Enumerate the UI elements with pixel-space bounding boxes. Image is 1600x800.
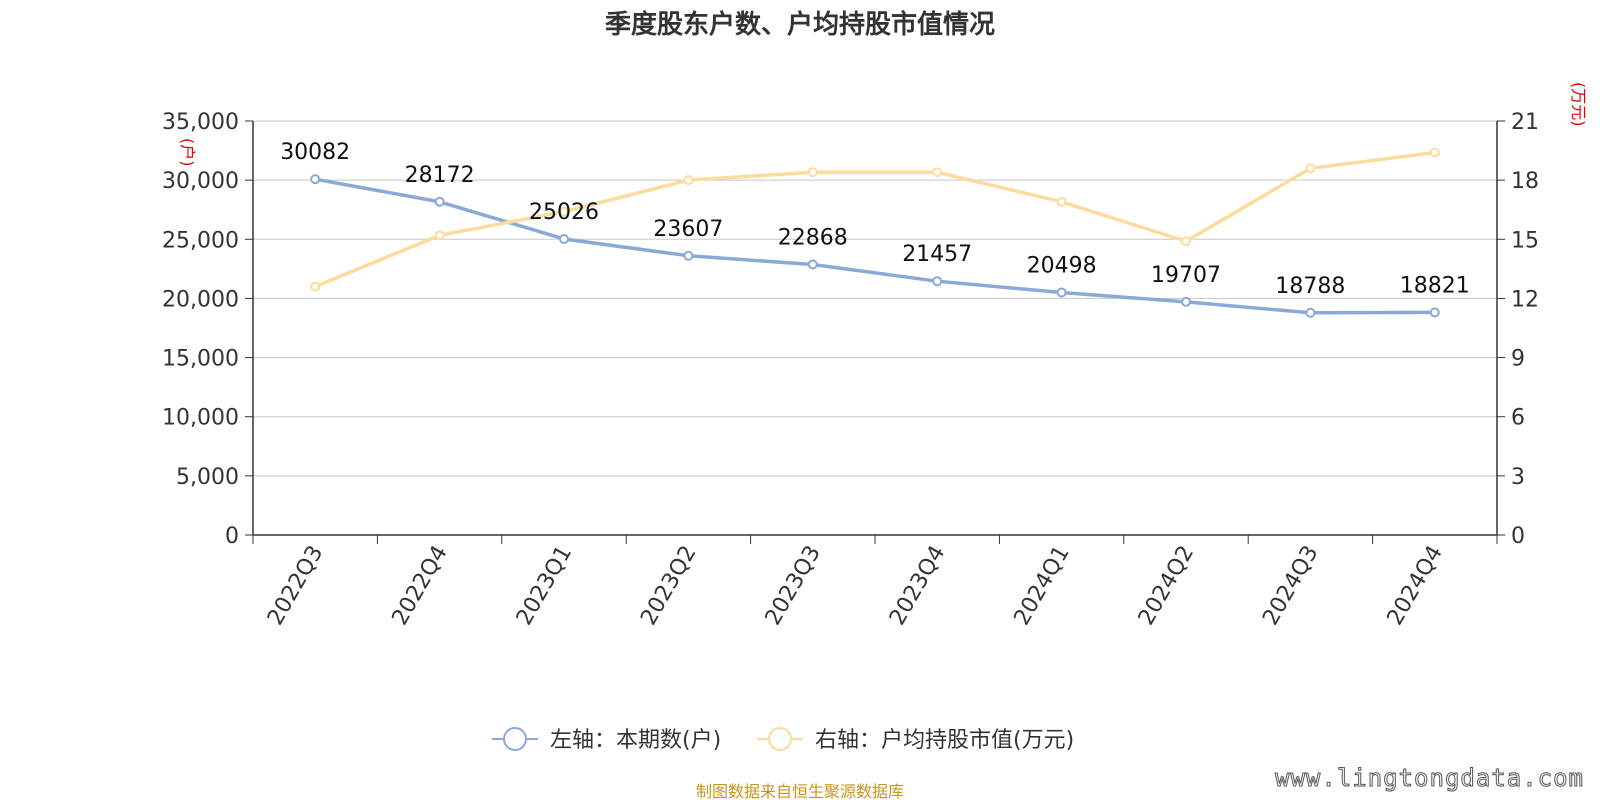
left-axis-tick-label: 15,000: [162, 347, 239, 372]
series-line-left: [314, 177, 1435, 315]
data-point-left: [1181, 296, 1191, 307]
data-source-note: 制图数据来自恒生聚源数据库: [696, 782, 904, 800]
right-axis-tick-label: 15: [1511, 228, 1539, 253]
data-label: 21457: [902, 242, 972, 267]
data-label: 22868: [778, 226, 848, 251]
data-point-right: [1056, 196, 1067, 207]
right-axis-unit: (万元): [1569, 82, 1588, 127]
data-point-left: [310, 174, 321, 185]
data-point-right: [807, 167, 818, 178]
data-labels: 30082 28172 25026 23607 22868 21457 20498 19707…: [280, 140, 1470, 299]
data-label: 25026: [529, 200, 599, 225]
legend-label-right-series: 右轴：户均持股市值(万元): [815, 728, 1074, 753]
right-axis-ticks: 0 3 6 9 12 15 18 21: [1497, 110, 1539, 549]
data-point-right: [683, 175, 694, 186]
data-point-left: [932, 276, 943, 287]
data-point-left: [807, 259, 818, 270]
data-label: 28172: [405, 163, 475, 188]
x-axis-tick-label: 2023Q3: [761, 542, 826, 630]
left-axis-unit: (户): [178, 138, 197, 167]
data-label: 19707: [1151, 263, 1221, 288]
series: [310, 147, 1440, 318]
legend-item-left-series[interactable]: 左轴：本期数(户): [492, 727, 721, 753]
data-label: 20498: [1027, 254, 1097, 279]
data-point-right: [310, 281, 321, 292]
data-point-right: [932, 167, 943, 178]
legend-item-right-series[interactable]: 右轴：户均持股市值(万元): [757, 727, 1074, 753]
x-axis-tick-label: 2023Q1: [512, 542, 577, 630]
left-axis-tick-label: 25,000: [162, 228, 239, 253]
x-axis-tick-label: 2022Q4: [387, 542, 452, 630]
data-point-right: [559, 206, 569, 217]
right-axis-tick-label: 6: [1511, 406, 1525, 431]
x-axis-tick-label: 2023Q2: [636, 542, 701, 630]
series-line-right: [314, 150, 1436, 289]
data-point-right: [1181, 236, 1191, 247]
data-label: 18821: [1400, 273, 1470, 298]
right-axis-tick-label: 12: [1511, 287, 1539, 312]
x-axis-tick-label: 2023Q4: [885, 541, 950, 629]
left-axis-tick-label: 20,000: [162, 287, 239, 312]
x-axis-tick-label: 2024Q3: [1258, 542, 1323, 630]
left-axis-tick-label: 5,000: [176, 465, 239, 490]
left-axis-tick-label: 10,000: [162, 406, 239, 431]
legend-circle-icon: [768, 727, 792, 751]
watermark-text: www.lingtongdata.com: [1275, 764, 1584, 792]
x-axis-tick-label: 2024Q1: [1009, 542, 1074, 630]
left-axis-tick-label: 35,000: [162, 110, 239, 135]
data-point-left: [683, 250, 694, 261]
grid-lines: [253, 120, 1497, 477]
data-point-left: [1429, 307, 1440, 318]
left-axis-tick-label: 30,000: [162, 169, 239, 194]
data-point-left: [1056, 287, 1067, 298]
right-axis-tick-label: 18: [1511, 169, 1539, 194]
data-point-right: [434, 230, 445, 241]
data-point-left: [1305, 307, 1316, 318]
right-axis-tick-label: 0: [1511, 524, 1525, 549]
chart-title: 季度股东户数、户均持股市值情况: [605, 9, 995, 40]
data-label: 30082: [280, 140, 350, 165]
right-axis-tick-label: 9: [1511, 347, 1525, 372]
x-axis-tick-label: 2024Q4: [1383, 542, 1448, 630]
data-label: 18788: [1275, 274, 1345, 299]
legend-circle-icon: [503, 727, 527, 751]
x-axis-ticks: 2022Q3 2022Q4 2023Q1 2023Q2 2023Q3 2023Q4 2024…: [252, 535, 1498, 630]
data-point-right: [1305, 163, 1316, 174]
left-axis-tick-label: 0: [225, 524, 239, 549]
left-axis-ticks: 0 5,000 10,000 15,000 20,000 25,000 30,000 35,0…: [162, 110, 253, 549]
x-axis-tick-label: 2022Q3: [263, 542, 328, 630]
right-axis-tick-label: 21: [1511, 110, 1539, 135]
data-point-left: [559, 233, 569, 244]
data-point-right: [1429, 147, 1440, 158]
legend[interactable]: 左轴：本期数(户) 右轴：户均持股市值(万元): [492, 727, 1074, 753]
data-label: 23607: [653, 217, 723, 242]
data-point-left: [434, 196, 445, 207]
right-axis-tick-label: 3: [1511, 465, 1525, 490]
legend-label-left-series: 左轴：本期数(户): [550, 728, 721, 753]
x-axis-tick-label: 2024Q2: [1134, 542, 1199, 630]
